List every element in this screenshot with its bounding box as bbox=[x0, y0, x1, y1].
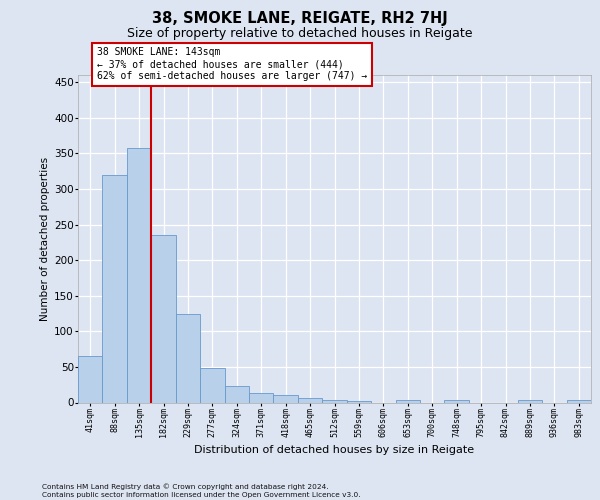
Text: 38, SMOKE LANE, REIGATE, RH2 7HJ: 38, SMOKE LANE, REIGATE, RH2 7HJ bbox=[152, 11, 448, 26]
Text: Size of property relative to detached houses in Reigate: Size of property relative to detached ho… bbox=[127, 28, 473, 40]
Bar bbox=[249, 392, 274, 402]
Bar bbox=[347, 401, 371, 402]
Bar bbox=[200, 368, 224, 402]
Bar bbox=[176, 314, 200, 402]
Bar bbox=[224, 386, 249, 402]
Bar bbox=[103, 174, 127, 402]
Bar bbox=[395, 400, 420, 402]
Bar bbox=[127, 148, 151, 402]
Text: Contains HM Land Registry data © Crown copyright and database right 2024.
Contai: Contains HM Land Registry data © Crown c… bbox=[42, 484, 361, 498]
Y-axis label: Number of detached properties: Number of detached properties bbox=[40, 156, 50, 321]
Bar bbox=[274, 396, 298, 402]
Bar bbox=[518, 400, 542, 402]
Bar bbox=[78, 356, 103, 403]
Bar bbox=[298, 398, 322, 402]
Bar bbox=[322, 400, 347, 402]
Bar bbox=[445, 400, 469, 402]
Bar bbox=[151, 235, 176, 402]
Text: 38 SMOKE LANE: 143sqm
← 37% of detached houses are smaller (444)
62% of semi-det: 38 SMOKE LANE: 143sqm ← 37% of detached … bbox=[97, 48, 367, 80]
X-axis label: Distribution of detached houses by size in Reigate: Distribution of detached houses by size … bbox=[194, 445, 475, 455]
Bar bbox=[566, 400, 591, 402]
